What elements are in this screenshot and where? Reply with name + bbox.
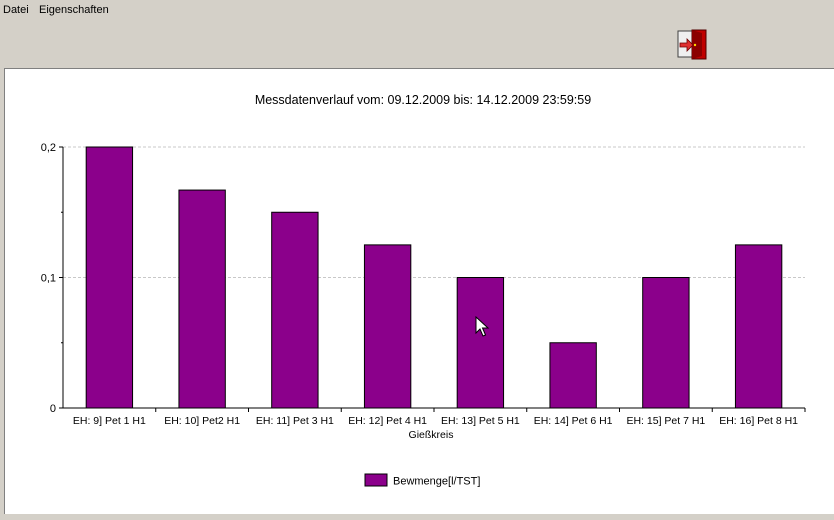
x-tick-label: EH: 9] Pet 1 H1 [73, 415, 146, 427]
legend-swatch [364, 473, 388, 487]
bar-chart: Messdatenverlauf vom: 09.12.2009 bis: 14… [41, 93, 806, 488]
bar [456, 277, 505, 409]
x-tick-label: EH: 15] Pet 7 H1 [626, 415, 705, 427]
bar [734, 244, 783, 409]
x-tick-label: EH: 10] Pet2 H1 [164, 415, 240, 427]
y-tick-label: 0 [50, 403, 56, 415]
bottom-strip [0, 514, 834, 520]
x-tick-label: EH: 12] Pet 4 H1 [348, 415, 427, 427]
toolbar [0, 20, 834, 67]
x-tick-label: EH: 11] Pet 3 H1 [256, 415, 334, 427]
bar [85, 146, 134, 409]
exit-door-icon [677, 29, 707, 60]
bar [178, 189, 226, 409]
mouse-cursor [475, 315, 490, 337]
chart-panel: Messdatenverlauf vom: 09.12.2009 bis: 14… [4, 68, 834, 515]
menu-file[interactable]: Datei [3, 4, 29, 16]
y-tick-label: 0,2 [41, 142, 56, 154]
bar [549, 342, 597, 409]
bar [642, 277, 690, 409]
menu-bar: Datei Eigenschaften [0, 0, 834, 20]
x-tick-label: EH: 14] Pet 6 H1 [534, 415, 613, 427]
x-tick-label: EH: 13] Pet 5 H1 [441, 415, 520, 427]
bar [363, 244, 412, 409]
menu-properties[interactable]: Eigenschaften [39, 4, 109, 16]
bar [271, 211, 319, 409]
exit-button[interactable] [676, 28, 708, 60]
x-tick-label: EH: 16] Pet 8 H1 [719, 415, 798, 427]
y-tick-label: 0,1 [41, 273, 56, 285]
chart-title: Messdatenverlauf vom: 09.12.2009 bis: 14… [255, 93, 591, 107]
x-axis-title: Gießkreis [409, 429, 454, 441]
legend-label: Bewmenge[l/TST] [393, 476, 480, 488]
